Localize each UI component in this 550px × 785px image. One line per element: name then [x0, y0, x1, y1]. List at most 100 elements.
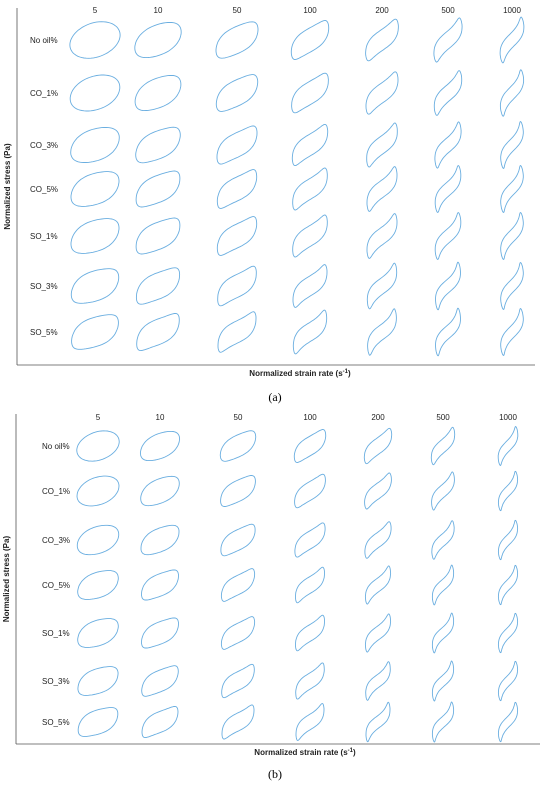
hysteresis-loop — [141, 665, 179, 697]
hysteresis-loop — [77, 618, 119, 648]
column-label: 50 — [234, 413, 243, 422]
hysteresis-loop — [364, 613, 392, 653]
hysteresis-loop — [215, 74, 259, 112]
row-label: SO_1% — [42, 629, 70, 638]
hysteresis-loop — [140, 475, 180, 507]
hysteresis-loop — [431, 612, 455, 654]
hysteresis-loop — [71, 314, 119, 350]
hysteresis-loop — [77, 707, 119, 737]
hysteresis-loop — [295, 662, 325, 700]
row-label: SO_3% — [30, 282, 58, 291]
column-label: 100 — [303, 413, 317, 422]
hysteresis-loop — [295, 566, 325, 604]
hysteresis-loop — [216, 169, 258, 209]
hysteresis-loop — [497, 701, 519, 743]
x-axis-title: Normalized strain rate (s-1) — [249, 369, 351, 378]
hysteresis-loop — [70, 171, 120, 207]
row-label: SO_3% — [42, 677, 70, 686]
panel-b: 5 10 50 100 200 500 1000 No oil% CO_1% CO_3% CO_5%… — [2, 413, 540, 781]
x-axis-title: Normalized strain rate (s-1) — [254, 748, 356, 757]
hysteresis-loop — [77, 666, 119, 696]
hysteresis-loop — [134, 74, 182, 112]
row-label: CO_3% — [42, 536, 70, 545]
hysteresis-loop — [70, 218, 120, 254]
panel-label: (a) — [268, 390, 281, 404]
row-label: CO_1% — [42, 487, 70, 496]
x-axis-title-main: Normalized strain rate (s — [249, 369, 343, 378]
hysteresis-loop — [135, 217, 181, 255]
hysteresis-loop — [220, 616, 256, 650]
hysteresis-loop — [497, 470, 519, 512]
hysteresis-loop — [365, 661, 391, 701]
hysteresis-loop — [140, 524, 180, 556]
hysteresis-loop — [76, 430, 120, 462]
column-label: 5 — [96, 413, 101, 422]
hysteresis-loop — [431, 520, 455, 560]
hysteresis-loop — [363, 427, 393, 465]
x-axis-title-end: ) — [348, 369, 351, 378]
hysteresis-loop — [141, 569, 179, 601]
hysteresis-loop — [221, 663, 255, 699]
row-label: SO_1% — [30, 232, 58, 241]
column-label: 500 — [441, 6, 455, 15]
hysteresis-loop — [366, 262, 398, 310]
hysteresis-loop — [77, 570, 119, 600]
x-axis-title-sup: -1 — [343, 369, 349, 375]
hysteresis-loop — [292, 167, 328, 211]
panel-a: 5 10 50 100 200 500 1000 No oil% CO_1% CO_3% CO_5%… — [3, 6, 535, 404]
hysteresis-loop — [431, 701, 455, 743]
hysteresis-loop — [134, 21, 182, 59]
hysteresis-loop — [291, 123, 329, 167]
hysteresis-loop — [431, 564, 455, 606]
x-axis-title-sup: -1 — [348, 748, 354, 754]
hysteresis-loop — [76, 524, 120, 556]
hysteresis-loop — [500, 307, 524, 357]
column-label: 100 — [303, 6, 317, 15]
column-label: 1000 — [499, 413, 517, 422]
hysteresis-loop — [365, 701, 391, 743]
hysteresis-loop — [500, 164, 524, 214]
hysteresis-loop — [364, 565, 392, 605]
hysteresis-loop — [220, 568, 256, 602]
column-label: 10 — [154, 6, 163, 15]
hysteresis-loop — [216, 216, 258, 256]
hysteresis-loop — [366, 213, 398, 259]
hysteresis-loop — [220, 475, 256, 507]
hysteresis-loop — [497, 519, 519, 561]
column-label: 1000 — [503, 6, 521, 15]
hysteresis-loop — [434, 164, 462, 214]
column-label: 5 — [93, 6, 98, 15]
row-label: CO_5% — [30, 185, 58, 194]
hysteresis-loop — [135, 126, 181, 164]
hysteresis-loop — [430, 426, 456, 466]
y-axis-title: Normalized stress (Pa) — [3, 143, 12, 230]
hysteresis-loop — [292, 264, 328, 308]
hysteresis-loop — [291, 72, 329, 114]
hysteresis-loop — [69, 74, 121, 112]
row-label: SO_5% — [30, 328, 58, 337]
hysteresis-loop — [70, 268, 120, 304]
hysteresis-loop — [364, 521, 392, 559]
hysteresis-loop — [141, 705, 179, 739]
hysteresis-loop — [499, 69, 525, 117]
hysteresis-loop — [500, 261, 524, 311]
hysteresis-loop — [367, 308, 397, 356]
column-label: 500 — [436, 413, 450, 422]
x-axis-title-main: Normalized strain rate (s — [254, 748, 348, 757]
hysteresis-loop — [292, 214, 328, 258]
hysteresis-loop — [70, 127, 120, 163]
x-axis-title-end: ) — [353, 748, 356, 757]
hysteresis-loop — [433, 17, 463, 63]
hysteresis-loop — [497, 425, 519, 467]
panel-label: (b) — [268, 767, 282, 781]
hysteresis-loop — [292, 309, 328, 355]
column-label: 50 — [233, 6, 242, 15]
hysteresis-loop — [364, 472, 392, 510]
hysteresis-loop — [366, 122, 398, 168]
hysteresis-loop — [221, 704, 255, 740]
row-label: No oil% — [42, 442, 70, 451]
hysteresis-loop — [294, 522, 326, 558]
hysteresis-loop — [295, 703, 325, 741]
hysteresis-loop — [434, 211, 462, 261]
